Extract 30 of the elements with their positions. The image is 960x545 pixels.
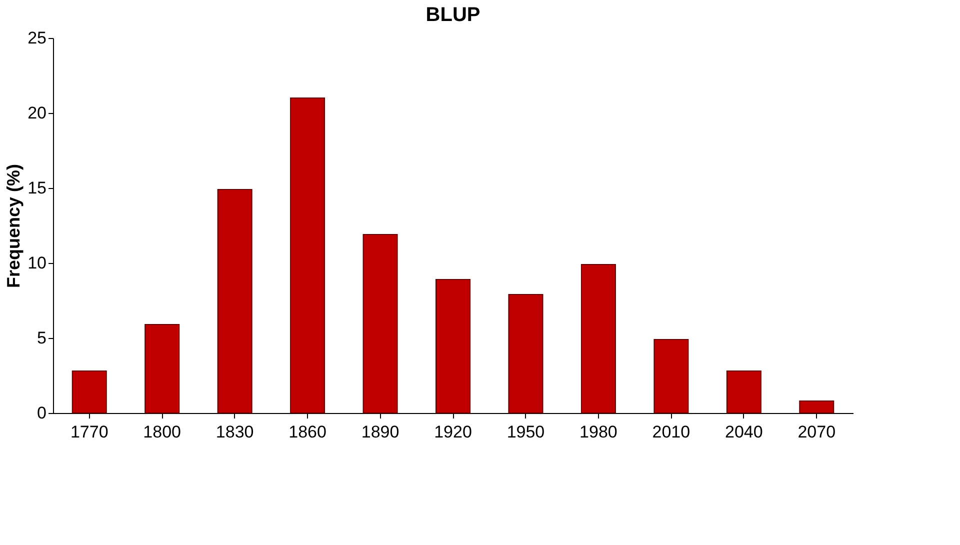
bar bbox=[654, 339, 689, 414]
bar bbox=[362, 234, 398, 414]
x-tick-label: 1920 bbox=[434, 422, 472, 442]
y-tick-label: 0 bbox=[37, 404, 46, 422]
x-tick-label: 1770 bbox=[70, 422, 108, 442]
y-tick-label: 5 bbox=[37, 328, 46, 348]
bar bbox=[290, 98, 326, 414]
bar bbox=[726, 370, 762, 414]
x-tick-label: 1800 bbox=[143, 422, 182, 442]
y-tick-label: 25 bbox=[28, 28, 46, 48]
y-tick-label: 15 bbox=[28, 178, 46, 198]
bar bbox=[508, 294, 544, 414]
bar bbox=[580, 264, 616, 414]
x-tick-label: 2040 bbox=[724, 422, 763, 442]
y-axis-title: Frequency (%) bbox=[4, 164, 24, 288]
bar bbox=[144, 324, 180, 414]
x-tick-label: 2010 bbox=[652, 422, 690, 442]
bar bbox=[436, 279, 470, 414]
x-tick-label: 1950 bbox=[506, 422, 545, 442]
x-tick-label: 1890 bbox=[361, 422, 400, 442]
x-tick-label: 1830 bbox=[216, 422, 254, 442]
bar bbox=[217, 189, 252, 414]
y-tick-label: 20 bbox=[28, 104, 46, 122]
x-tick-label: 1980 bbox=[580, 422, 618, 442]
bar bbox=[72, 370, 107, 414]
y-tick-label: 10 bbox=[28, 254, 46, 272]
x-tick-label: 2070 bbox=[798, 422, 836, 442]
chart-title: BLUP bbox=[426, 4, 480, 26]
bar bbox=[799, 400, 834, 414]
x-tick-label: 1860 bbox=[288, 422, 326, 442]
